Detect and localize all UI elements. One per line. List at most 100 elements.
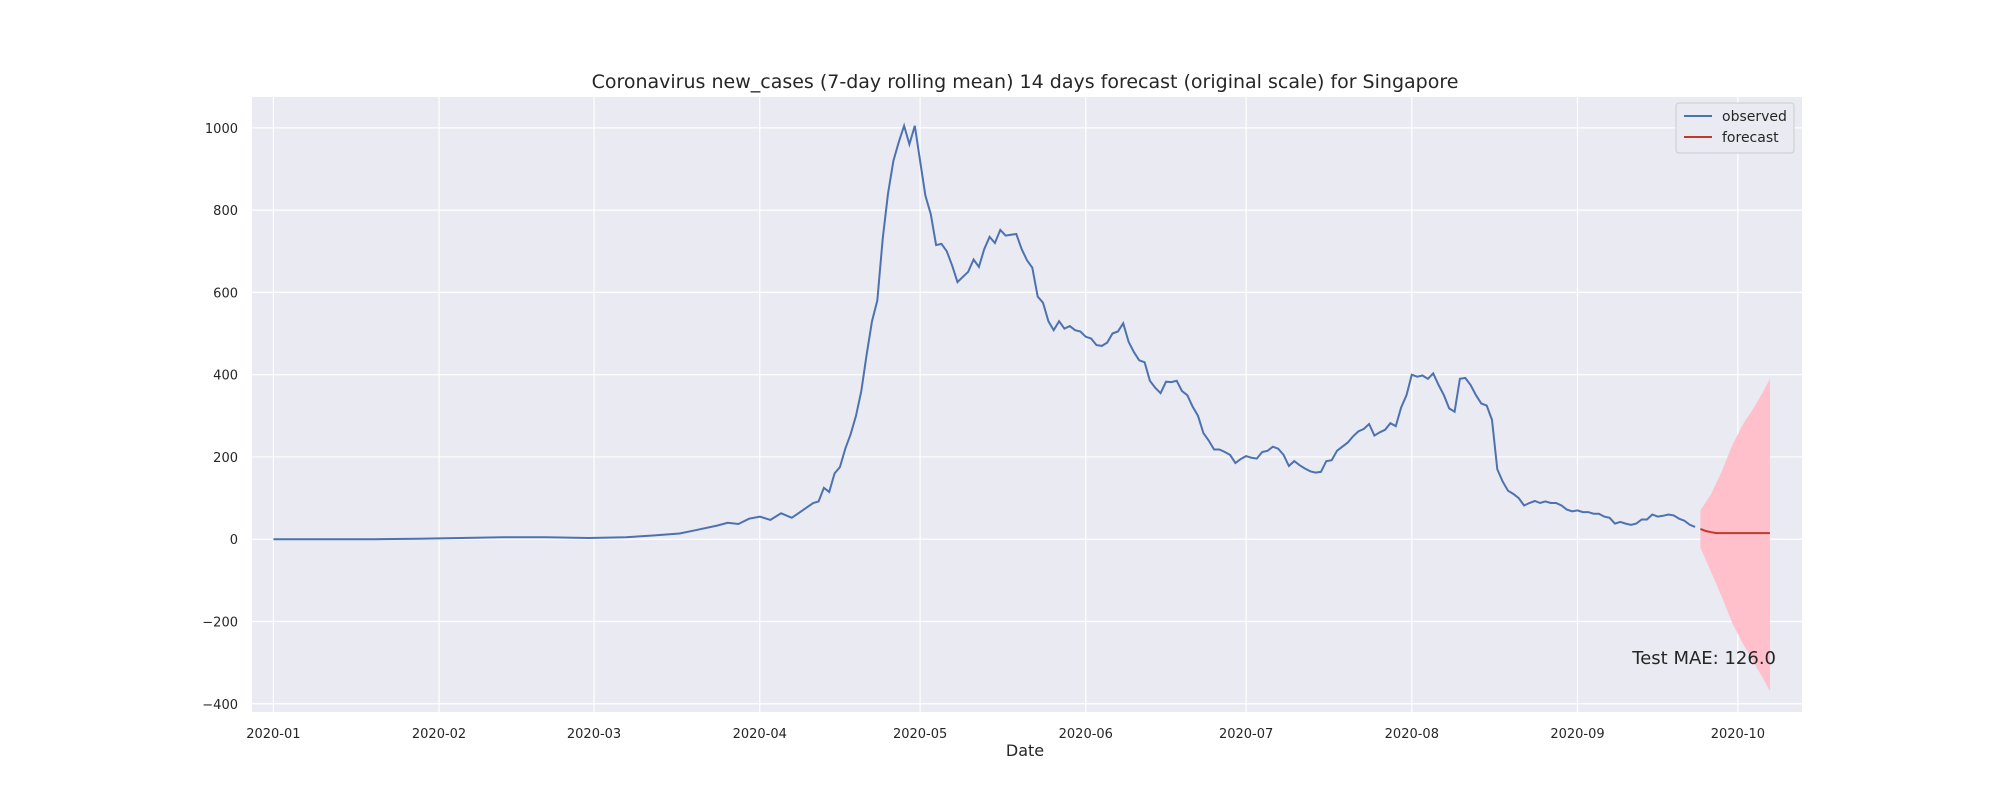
observed-data-point xyxy=(903,125,905,127)
observed-data-point xyxy=(1673,514,1675,516)
observed-data-point xyxy=(1539,502,1541,504)
x-tick-label: 2020-06 xyxy=(1059,727,1113,742)
forecast-data-point xyxy=(1731,532,1733,534)
y-tick-label: 0 xyxy=(230,533,238,548)
observed-data-point xyxy=(1437,384,1439,386)
observed-data-point xyxy=(1641,518,1643,520)
observed-data-point xyxy=(1058,320,1060,322)
y-tick-label: 600 xyxy=(213,286,238,301)
observed-data-point xyxy=(1074,329,1076,331)
forecast-data-point xyxy=(1710,531,1712,533)
observed-data-point xyxy=(1657,515,1659,517)
observed-data-point xyxy=(1106,341,1108,343)
observed-data-point xyxy=(1411,374,1413,376)
observed-data-point xyxy=(1416,376,1418,378)
y-tick-label: 200 xyxy=(213,451,238,466)
observed-data-point xyxy=(1608,517,1610,519)
observed-data-point xyxy=(652,534,654,536)
observed-data-point xyxy=(1208,439,1210,441)
observed-data-point xyxy=(951,265,953,267)
observed-data-point xyxy=(1063,327,1065,329)
y-tick-label: −200 xyxy=(202,615,238,630)
plot-area xyxy=(252,97,1802,712)
observed-data-point xyxy=(1534,500,1536,502)
observed-data-point xyxy=(1122,322,1124,324)
observed-data-point xyxy=(833,472,835,474)
legend: observed forecast xyxy=(1675,102,1795,154)
observed-data-point xyxy=(1250,457,1252,459)
observed-data-point xyxy=(1502,480,1504,482)
observed-data-point xyxy=(1079,330,1081,332)
observed-data-point xyxy=(1111,332,1113,334)
x-tick-label: 2020-07 xyxy=(1219,727,1273,742)
observed-data-point xyxy=(1496,468,1498,470)
observed-data-point xyxy=(1133,351,1135,353)
observed-data-point xyxy=(871,320,873,322)
observed-data-point xyxy=(1186,394,1188,396)
observed-data-point xyxy=(876,299,878,301)
observed-data-point xyxy=(1224,451,1226,453)
forecast-data-point xyxy=(1726,532,1728,534)
observed-data-point xyxy=(1047,320,1049,322)
observed-data-point xyxy=(1192,406,1194,408)
forecast-data-point xyxy=(1699,528,1701,530)
observed-data-point xyxy=(1261,451,1263,453)
forecast-data-point xyxy=(1737,532,1739,534)
observed-data-point xyxy=(1095,344,1097,346)
observed-data-point xyxy=(972,258,974,260)
observed-data-point xyxy=(892,160,894,162)
observed-data-point xyxy=(1202,432,1204,434)
observed-data-point xyxy=(882,238,884,240)
observed-data-point xyxy=(1026,259,1028,261)
observed-data-point xyxy=(1651,513,1653,515)
observed-data-point xyxy=(1288,465,1290,467)
observed-data-point xyxy=(1298,464,1300,466)
forecast-interval-band xyxy=(1700,378,1770,692)
x-axis-label: Date xyxy=(1006,741,1044,760)
observed-data-point xyxy=(1245,455,1247,457)
observed-data-point xyxy=(967,271,969,273)
forecast-data-point xyxy=(1747,532,1749,534)
observed-data-point xyxy=(1523,504,1525,506)
y-tick-label: 800 xyxy=(213,204,238,219)
observed-data-point xyxy=(962,276,964,278)
observed-data-point xyxy=(1464,377,1466,379)
observed-data-point xyxy=(1031,267,1033,269)
observed-data-point xyxy=(983,248,985,250)
observed-data-point xyxy=(1528,502,1530,504)
observed-data-point xyxy=(930,213,932,215)
observed-data-point xyxy=(1165,381,1167,383)
observed-data-point xyxy=(759,515,761,517)
observed-data-point xyxy=(1240,458,1242,460)
observed-data-point xyxy=(914,125,916,127)
observed-data-point xyxy=(1042,302,1044,304)
observed-data-point xyxy=(1459,378,1461,380)
observed-data-point xyxy=(1314,471,1316,473)
forecast-data-point xyxy=(1715,532,1717,534)
observed-data-point xyxy=(1566,508,1568,510)
observed-data-point xyxy=(1357,430,1359,432)
observed-data-point xyxy=(1576,509,1578,511)
observed-data-point xyxy=(1170,381,1172,383)
observed-data-point xyxy=(855,415,857,417)
observed-data-point xyxy=(1331,459,1333,461)
observed-data-point xyxy=(1667,513,1669,515)
observed-data-point xyxy=(588,537,590,539)
observed-data-point xyxy=(988,236,990,238)
observed-data-point xyxy=(1635,522,1637,524)
observed-data-point xyxy=(1021,248,1023,250)
observed-data-point xyxy=(1560,504,1562,506)
annotation-test-mae: Test MAE: 126.0 xyxy=(1631,648,1776,669)
observed-data-point xyxy=(1432,372,1434,374)
observed-data-point xyxy=(1277,448,1279,450)
observed-data-point xyxy=(839,466,841,468)
observed-data-point xyxy=(849,433,851,435)
observed-data-point xyxy=(946,250,948,252)
observed-data-point xyxy=(940,243,942,245)
observed-data-point xyxy=(1181,390,1183,392)
observed-data-point xyxy=(978,266,980,268)
observed-data-point xyxy=(716,524,718,526)
observed-data-point xyxy=(1518,497,1520,499)
observed-data-point xyxy=(1159,392,1161,394)
observed-data-point xyxy=(1379,431,1381,433)
